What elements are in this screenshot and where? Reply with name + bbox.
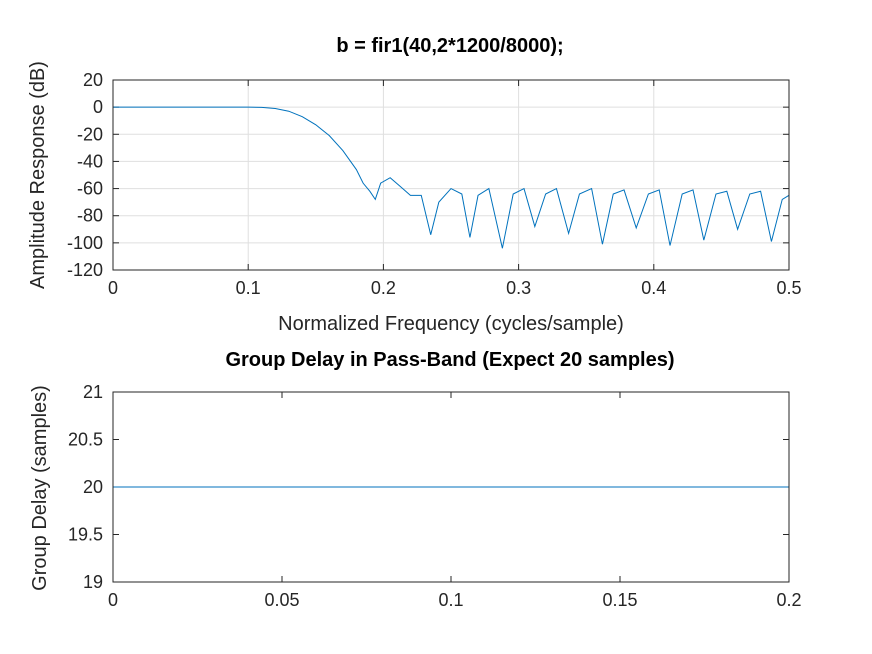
y-tick-label: -20 xyxy=(77,124,103,144)
y-axis-label: Group Delay (samples) xyxy=(29,385,51,591)
y-tick-label: -120 xyxy=(67,260,103,280)
x-tick-label: 0.4 xyxy=(641,278,666,298)
x-tick-label: 0 xyxy=(108,590,118,610)
y-tick-label: -40 xyxy=(77,151,103,171)
y-axis-label: Amplitude Response (dB) xyxy=(27,61,49,289)
y-tick-label: 20 xyxy=(83,477,103,497)
series-group xyxy=(113,106,790,249)
y-tick-label: 0 xyxy=(93,97,103,117)
x-tick-label: 0.1 xyxy=(438,590,463,610)
x-tick-label: 0.05 xyxy=(264,590,299,610)
y-tick-labels: 21 20.5 20 19.5 19 xyxy=(68,382,103,592)
y-tick-label: -100 xyxy=(67,233,103,253)
y-tick-label: -80 xyxy=(77,206,103,226)
chart-title: Group Delay in Pass-Band (Expect 20 samp… xyxy=(225,349,674,371)
x-axis-label: Normalized Frequency (cycles/sample) xyxy=(278,313,624,335)
x-tick-label: 0.2 xyxy=(371,278,396,298)
amplitude-response-plot: b = fir1(40,2*1200/8000); 0 0.1 0.2 0.3 0.4 0… xyxy=(27,35,802,335)
y-tick-labels: 20 0 -20 -40 -60 -80 -100 -120 xyxy=(67,70,103,280)
x-tick-label: 0.3 xyxy=(506,278,531,298)
x-tick-labels: 0 0.05 0.1 0.15 0.2 xyxy=(108,590,802,610)
y-tick-label: 20 xyxy=(83,70,103,90)
x-tick-label: 0.2 xyxy=(776,590,801,610)
plot-area xyxy=(112,79,790,271)
axes-frame xyxy=(112,79,790,271)
group-delay-plot: Group Delay in Pass-Band (Expect 20 samp… xyxy=(29,349,802,610)
x-tick-label: 0.15 xyxy=(602,590,637,610)
series-line xyxy=(113,106,790,249)
y-tick-label: 20.5 xyxy=(68,430,103,450)
chart-title: b = fir1(40,2*1200/8000); xyxy=(336,35,563,57)
x-tick-label: 0 xyxy=(108,278,118,298)
y-tick-label: 21 xyxy=(83,382,103,402)
axes-frame xyxy=(112,391,790,583)
x-tick-label: 0.5 xyxy=(776,278,801,298)
x-tick-label: 0.1 xyxy=(236,278,261,298)
x-tick-labels: 0 0.1 0.2 0.3 0.4 0.5 xyxy=(108,278,802,298)
y-tick-label: -60 xyxy=(77,179,103,199)
y-tick-label: 19 xyxy=(83,572,103,592)
y-tick-label: 19.5 xyxy=(68,525,103,545)
